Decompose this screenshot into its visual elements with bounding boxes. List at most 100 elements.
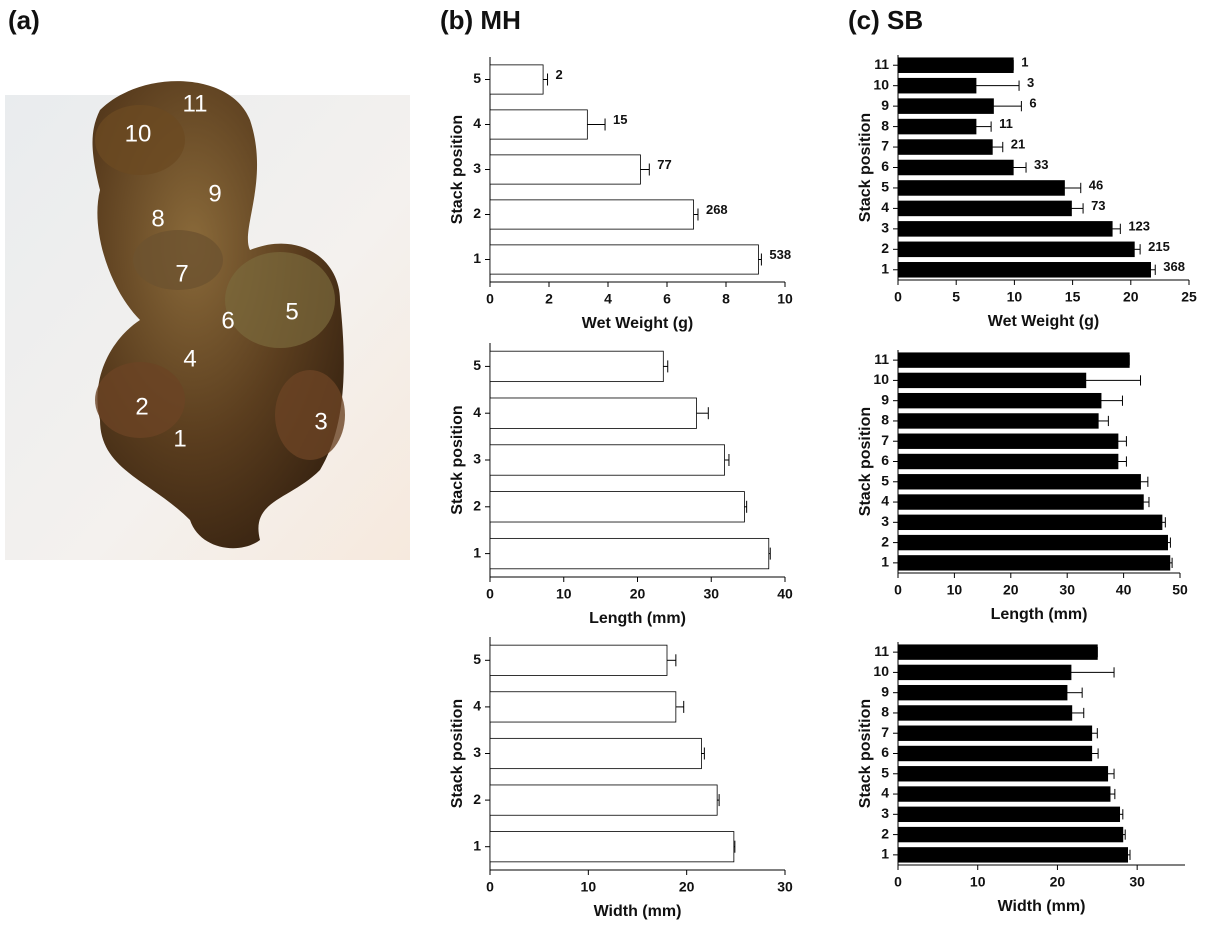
count-label: 73: [1091, 198, 1105, 213]
bar: [898, 414, 1098, 429]
y-tick-label: 4: [881, 785, 889, 801]
y-tick-label: 1: [473, 250, 481, 266]
photo-label: 2: [135, 393, 148, 420]
bar: [490, 155, 640, 184]
x-axis-title: Width (mm): [998, 898, 1086, 915]
bar: [898, 373, 1086, 388]
bar: [898, 515, 1162, 530]
y-tick-label: 11: [874, 56, 889, 72]
y-tick-label: 5: [881, 764, 889, 780]
bar: [898, 140, 992, 155]
x-axis-title: Width (mm): [594, 903, 682, 920]
y-tick-label: 2: [881, 240, 889, 256]
y-tick-label: 1: [881, 554, 889, 570]
bar: [490, 245, 758, 274]
count-label: 1: [1021, 55, 1028, 70]
bar: [490, 645, 667, 675]
y-axis-title: Stack position: [449, 115, 466, 224]
y-axis-title: Stack position: [449, 405, 466, 514]
count-label: 123: [1128, 218, 1150, 233]
y-tick-label: 2: [473, 791, 481, 807]
x-tick-label: 30: [1129, 874, 1145, 890]
y-tick-label: 8: [881, 412, 889, 428]
count-label: 15: [613, 112, 627, 127]
x-tick-label: 8: [722, 291, 730, 307]
x-tick-label: 5: [952, 289, 960, 305]
bar: [898, 766, 1108, 781]
count-label: 77: [657, 157, 671, 172]
photo-label: 1: [173, 425, 186, 452]
bar: [490, 445, 725, 475]
y-tick-label: 2: [473, 498, 481, 514]
y-tick-label: 4: [473, 404, 481, 420]
bar: [898, 665, 1071, 680]
x-tick-label: 15: [1065, 289, 1081, 305]
x-tick-label: 10: [947, 582, 963, 598]
count-label: 215: [1148, 239, 1170, 254]
photo-label: 6: [221, 307, 234, 334]
bar: [898, 807, 1120, 822]
x-tick-label: 0: [486, 586, 494, 602]
bar: [898, 726, 1092, 741]
photo-label: 3: [314, 408, 327, 435]
y-tick-label: 5: [473, 651, 481, 667]
x-axis-title: Wet Weight (g): [582, 315, 693, 332]
x-tick-label: 10: [556, 586, 572, 602]
bar: [490, 65, 543, 94]
bar: [898, 556, 1170, 571]
count-label: 33: [1034, 157, 1048, 172]
bar: [898, 78, 976, 93]
bar: [898, 474, 1141, 489]
photo-label: 4: [183, 345, 196, 372]
bar: [490, 692, 676, 722]
y-tick-label: 9: [881, 391, 889, 407]
y-tick-label: 1: [473, 544, 481, 560]
y-tick-label: 10: [873, 663, 889, 679]
x-tick-label: 40: [1116, 582, 1132, 598]
photo-label: 10: [125, 120, 152, 147]
x-tick-label: 10: [970, 874, 986, 890]
chart: (b) MH0246810Wet Weight (g)Stack positio…: [440, 5, 793, 332]
x-axis-title: Length (mm): [991, 606, 1088, 623]
bar: [490, 538, 769, 568]
panel-title: (c) SB: [848, 5, 923, 35]
x-tick-label: 10: [777, 291, 793, 307]
count-label: 11: [999, 116, 1013, 131]
y-tick-label: 8: [881, 704, 889, 720]
y-tick-label: 4: [473, 698, 481, 714]
x-tick-label: 6: [663, 291, 671, 307]
y-tick-label: 6: [881, 158, 889, 174]
y-axis-title: Stack position: [857, 113, 874, 222]
bar: [898, 787, 1110, 802]
bar: [898, 160, 1013, 175]
y-tick-label: 3: [473, 160, 481, 176]
bar: [898, 685, 1067, 700]
y-tick-label: 4: [881, 493, 889, 509]
bar: [898, 262, 1151, 277]
bar: [898, 454, 1118, 469]
y-tick-label: 10: [873, 371, 889, 387]
bar: [898, 746, 1092, 761]
bar: [898, 242, 1134, 257]
photo: [5, 81, 410, 560]
y-tick-label: 4: [473, 115, 481, 131]
x-tick-label: 30: [703, 586, 719, 602]
x-tick-label: 0: [486, 879, 494, 895]
bar: [898, 58, 1013, 73]
x-axis-title: Length (mm): [589, 610, 686, 627]
count-label: 2: [556, 67, 563, 82]
y-axis-title: Stack position: [857, 407, 874, 516]
y-tick-label: 7: [881, 724, 889, 740]
x-tick-label: 2: [545, 291, 553, 307]
x-tick-label: 0: [894, 582, 902, 598]
y-tick-label: 2: [473, 205, 481, 221]
bar: [490, 785, 717, 815]
y-tick-label: 5: [881, 179, 889, 195]
y-tick-label: 8: [881, 117, 889, 133]
x-tick-label: 50: [1172, 582, 1188, 598]
